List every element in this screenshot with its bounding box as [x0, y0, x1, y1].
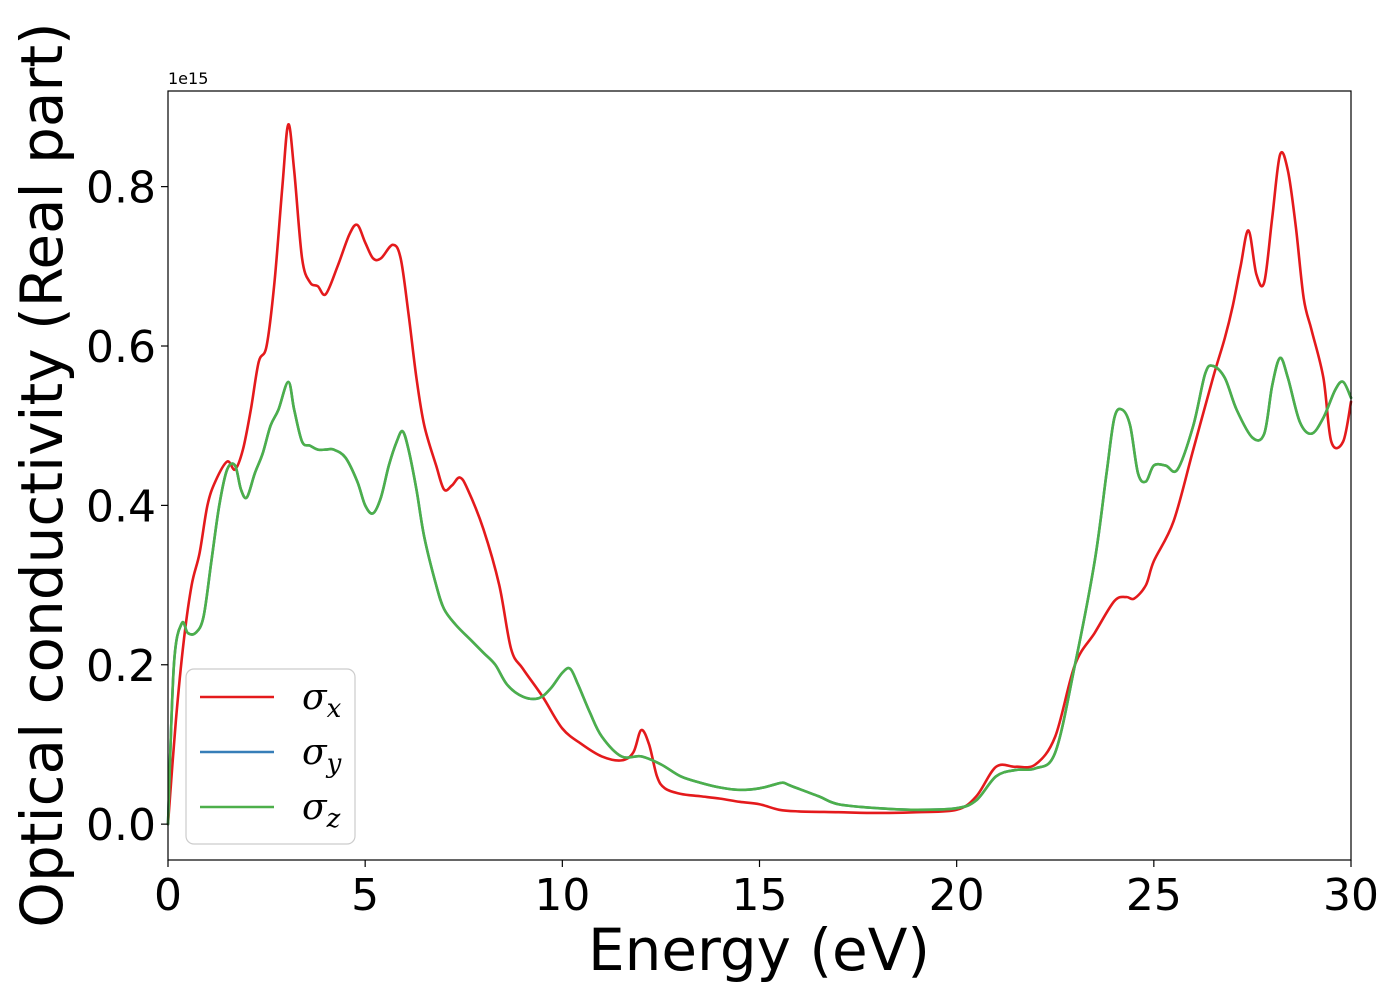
- plot-area: [168, 91, 1351, 860]
- x-tick-label: 20: [929, 870, 985, 921]
- y-tick-label: 0.4: [86, 481, 156, 532]
- y-axis-title: Optical conductivity (Real part): [8, 22, 76, 927]
- x-axis-ticks: 0 5 10 15 20 25 30: [154, 860, 1379, 921]
- y-tick-label: 0.8: [86, 163, 156, 214]
- y-tick-label: 0.6: [86, 322, 156, 373]
- y-offset-label: 1e15: [168, 69, 208, 88]
- series-line-z: [166, 356, 1353, 826]
- x-tick-label: 30: [1323, 870, 1379, 921]
- x-axis-title: Energy (eV): [588, 916, 930, 984]
- series-layer: [166, 123, 1353, 826]
- series-line-x: [166, 123, 1353, 826]
- x-tick-label: 0: [154, 870, 182, 921]
- y-axis-ticks: 0.0 0.2 0.4 0.6 0.8: [86, 163, 168, 851]
- y-tick-label: 0.0: [86, 800, 156, 851]
- legend-frame: [185, 668, 356, 845]
- y-tick-label: 0.2: [86, 641, 156, 692]
- x-tick-label: 10: [534, 870, 590, 921]
- x-tick-label: 25: [1126, 870, 1182, 921]
- x-tick-label: 5: [351, 870, 379, 921]
- x-tick-label: 15: [732, 870, 788, 921]
